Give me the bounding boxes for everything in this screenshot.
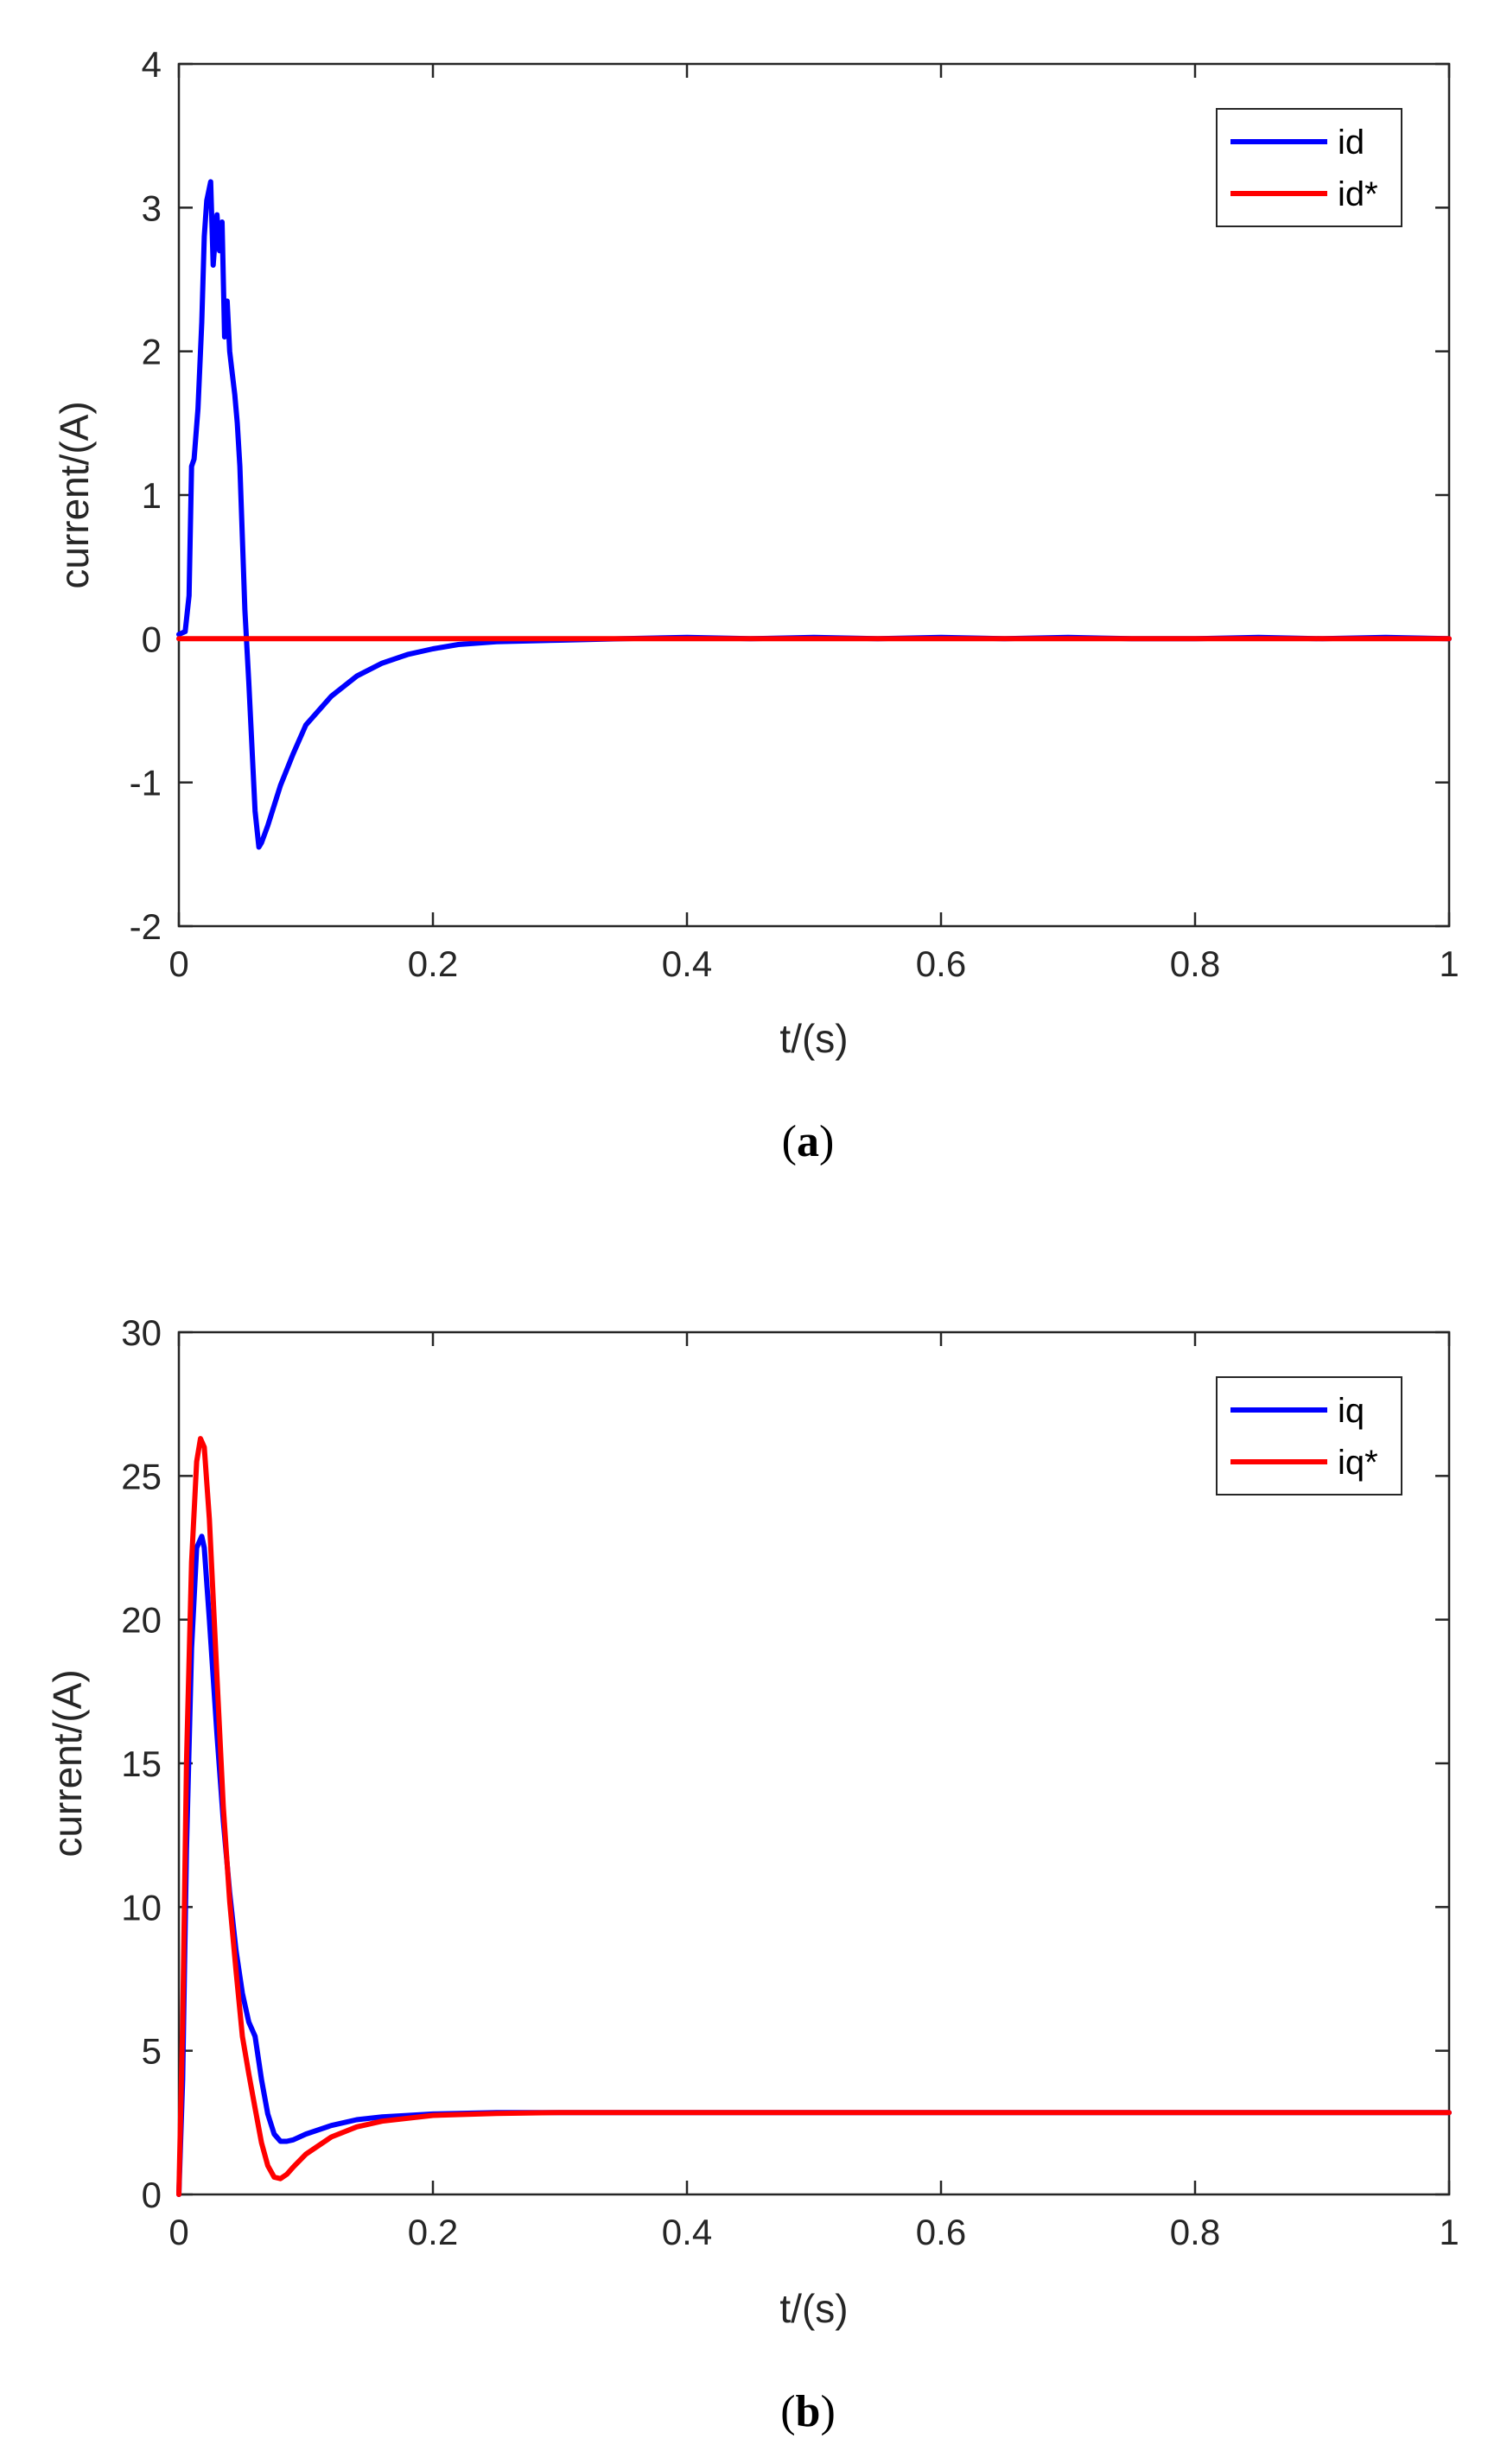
- y-axis-label-a: current/(A): [52, 401, 97, 588]
- x-tick-label: 0.2: [408, 943, 458, 984]
- legend-box-a: [1216, 108, 1402, 227]
- x-tick-label: 0.6: [916, 943, 966, 984]
- y-tick-labels-a: -2 -1 0 1 2 3 4: [130, 44, 162, 947]
- x-tick-label: 0.6: [916, 2212, 966, 2252]
- x-tick-label: 0.4: [662, 943, 712, 984]
- legend-label-id: id: [1338, 124, 1364, 162]
- y-tick-label: 2: [142, 332, 162, 372]
- x-tick-labels-b: 0 0.2 0.4 0.6 0.8 1: [169, 2212, 1459, 2252]
- y-tick-labels-b: 0 5 10 15 20 25 30: [121, 1312, 162, 2215]
- legend-box-b: [1216, 1376, 1402, 1496]
- y-tick-label: 0: [142, 2175, 162, 2215]
- x-tick-label: 0: [169, 943, 188, 984]
- y-axis-label-b: current/(A): [45, 1669, 90, 1857]
- caption-letter-a: a: [797, 1117, 819, 1166]
- x-axis-label-a: t/(s): [779, 1016, 848, 1061]
- series-lines-a: [176, 179, 1452, 850]
- legend-label-id-star: id*: [1338, 175, 1378, 213]
- y-tick-label: 15: [121, 1743, 162, 1784]
- caption-b: (b): [780, 2387, 836, 2436]
- caption-letter-b: b: [796, 2387, 821, 2436]
- y-tick-label: 10: [121, 1887, 162, 1927]
- y-tick-label: 25: [121, 1456, 162, 1496]
- y-tick-label: 30: [121, 1312, 162, 1353]
- y-tick-label: -2: [130, 906, 162, 947]
- x-tick-label: 1: [1439, 2212, 1459, 2252]
- x-tick-label: 0: [169, 2212, 188, 2252]
- legend-a: id id*: [1216, 108, 1402, 227]
- y-tick-label: 1: [142, 475, 162, 516]
- series-line-iq-star: [176, 1436, 1452, 2197]
- legend-label-iq-star: iq*: [1338, 1444, 1378, 1482]
- x-tick-label: 0.8: [1170, 943, 1220, 984]
- tick-marks-a: [177, 62, 1451, 928]
- series-lines-b: [176, 1436, 1452, 2197]
- x-tick-label: 1: [1439, 943, 1459, 984]
- y-tick-label: 5: [142, 2031, 162, 2072]
- tick-marks-b: [177, 1330, 1451, 2196]
- y-tick-label: 20: [121, 1600, 162, 1641]
- panel-a: 0 0.2 0.4 0.6 0.8 1 -2 -1 0 1 2 3 4 t/(s) current/(…: [52, 44, 1459, 1166]
- y-tick-label: 3: [142, 187, 162, 228]
- legend-label-iq: iq: [1338, 1392, 1364, 1430]
- x-tick-labels-a: 0 0.2 0.4 0.6 0.8 1: [169, 943, 1459, 984]
- x-tick-label: 0.8: [1170, 2212, 1220, 2252]
- y-tick-label: 0: [142, 619, 162, 659]
- x-tick-label: 0.4: [662, 2212, 712, 2252]
- caption-a: (a): [782, 1117, 835, 1166]
- panel-b: 0 0.2 0.4 0.6 0.8 1 0 5 10 15 20 25 30 t/(s) curren…: [45, 1312, 1459, 2436]
- y-tick-label: -1: [130, 763, 162, 803]
- y-tick-label: 4: [142, 44, 162, 85]
- x-tick-label: 0.2: [408, 2212, 458, 2252]
- legend-b: iq iq*: [1216, 1376, 1402, 1496]
- x-axis-label-b: t/(s): [779, 2286, 848, 2331]
